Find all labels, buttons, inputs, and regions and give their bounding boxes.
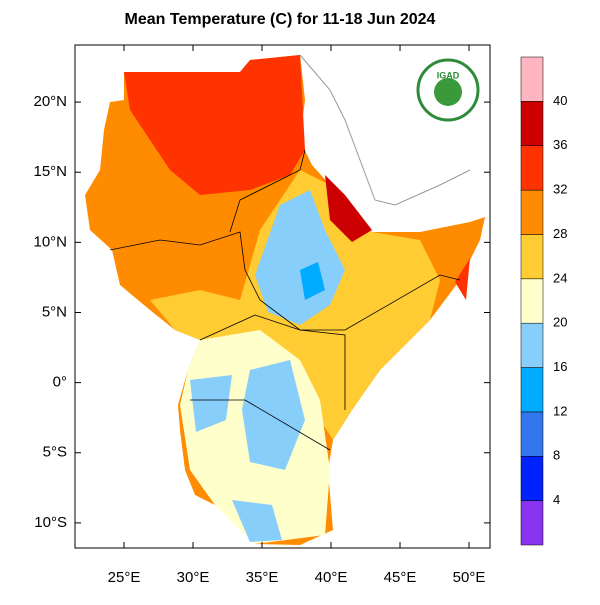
hot-zone xyxy=(455,258,470,300)
colorbar-label: 12 xyxy=(553,403,567,418)
colorbar-label: 28 xyxy=(553,226,567,241)
colorbar-label: 36 xyxy=(553,137,567,152)
colorbar-bin xyxy=(520,56,544,102)
colorbar-label: 20 xyxy=(553,315,567,330)
colorbar-label: 16 xyxy=(553,359,567,374)
y-tick-label: 10°N xyxy=(33,233,67,250)
y-tick-label: 5°S xyxy=(43,444,67,461)
colorbar-bin xyxy=(520,101,544,146)
map-area xyxy=(75,45,490,548)
map-frame xyxy=(74,44,491,549)
colorbar-label: 4 xyxy=(553,492,560,507)
colorbar-bin xyxy=(520,189,544,235)
y-tick-label: 0° xyxy=(53,374,67,391)
cold-zone xyxy=(300,262,325,300)
colorbar-bin xyxy=(520,456,544,501)
colorbar-label: 40 xyxy=(553,93,567,108)
very-hot-zone xyxy=(325,175,372,242)
colorbar-bin xyxy=(520,145,544,191)
y-tick-label: 10°S xyxy=(34,514,67,531)
colorbar-bin xyxy=(520,234,544,280)
y-tick-label: 5°N xyxy=(42,303,67,320)
logo-text: IGAD xyxy=(437,70,460,80)
x-tick-label: 40°E xyxy=(315,569,348,586)
y-tick-label: 15°N xyxy=(33,163,67,180)
colorbar-bin xyxy=(520,500,544,546)
x-tick-label: 50°E xyxy=(453,569,486,586)
map-title: Mean Temperature (C) for 11-18 Jun 2024 xyxy=(125,11,436,28)
x-tick-label: 25°E xyxy=(108,569,141,586)
x-tick-label: 45°E xyxy=(384,569,417,586)
colorbar-bin xyxy=(520,411,544,457)
colorbar-bin xyxy=(520,367,544,413)
cool-zone xyxy=(232,500,282,542)
y-tick-label: 20°N xyxy=(33,93,67,110)
x-tick-label: 35°E xyxy=(246,569,279,586)
colorbar-label: 24 xyxy=(553,270,567,285)
colorbar-bin xyxy=(520,322,544,368)
logo-globe xyxy=(434,78,462,106)
x-tick-label: 30°E xyxy=(177,569,210,586)
colorbar-label: 32 xyxy=(553,182,567,197)
colorbar-bin xyxy=(520,278,544,324)
cool-zone xyxy=(190,375,232,432)
hot-zone xyxy=(124,55,305,195)
colorbar-label: 8 xyxy=(553,448,560,463)
cool-zone xyxy=(242,360,305,470)
